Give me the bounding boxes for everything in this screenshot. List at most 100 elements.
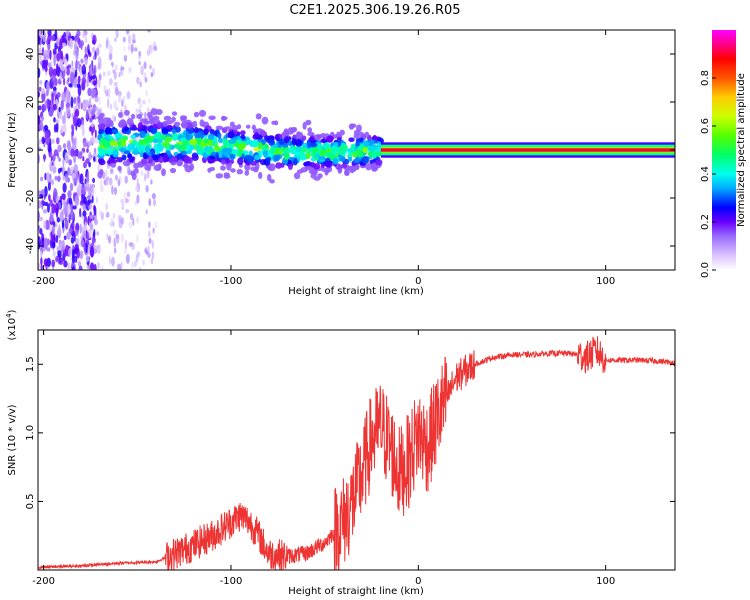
heatmap-band-cell xyxy=(207,139,214,147)
heatmap-band-cell xyxy=(307,127,313,133)
heatmap-noise-cell xyxy=(48,194,51,202)
heatmap-noise-cell xyxy=(38,86,42,92)
heatmap-sparse-cell xyxy=(123,46,126,52)
heatmap-sparse-cell xyxy=(97,78,101,89)
heatmap-band-cell xyxy=(275,162,283,169)
heatmap-noise-cell xyxy=(67,77,70,82)
heatmap-sparse-cell xyxy=(136,234,139,243)
heatmap-band-cell xyxy=(308,168,315,175)
heatmap-band-cell xyxy=(191,154,199,161)
heatmap-sparse-cell xyxy=(139,81,142,88)
heatmap-noise-cell xyxy=(73,41,78,52)
heatmap-band-cell xyxy=(121,154,127,161)
heatmap-sparse-cell xyxy=(114,37,117,42)
heatmap-band-cell xyxy=(313,176,321,181)
snr-multiplier-suffix: ) xyxy=(7,309,18,313)
heatmap-noise-cell xyxy=(45,133,50,146)
heatmap-band-cell xyxy=(124,109,130,116)
heatmap-noise-cell xyxy=(67,262,71,270)
heatmap-noise-cell xyxy=(55,235,59,243)
heatmap-noise-cell xyxy=(40,257,43,266)
heatmap-sparse-cell xyxy=(109,103,113,110)
heatmap-noise-cell xyxy=(63,235,67,241)
heatmap-band-cell xyxy=(161,128,169,135)
heatmap-noise-cell xyxy=(79,223,82,234)
heatmap-sparse-cell xyxy=(100,211,105,221)
spectrogram-y-tick-label: -40 xyxy=(25,238,36,254)
heatmap-band-cell xyxy=(274,134,280,141)
heatmap-band-cell xyxy=(147,111,153,119)
heatmap-noise-cell xyxy=(84,159,88,166)
heatmap-noise-cell xyxy=(83,140,87,148)
heatmap-sparse-cell xyxy=(127,44,131,52)
snr-x-tick-label: 100 xyxy=(596,576,615,587)
heatmap-band-cell xyxy=(133,162,140,169)
heatmap-sparse-cell xyxy=(123,95,126,101)
heatmap-band-cell xyxy=(371,164,378,172)
heatmap-sparse-cell xyxy=(114,64,118,71)
heatmap-noise-cell xyxy=(44,172,47,181)
heatmap-band-cell xyxy=(296,169,304,174)
heatmap-sparse-cell xyxy=(125,197,128,204)
heatmap-noise-cell xyxy=(39,216,43,222)
heatmap-sparse-cell xyxy=(133,47,138,52)
heatmap-noise-cell xyxy=(48,62,51,68)
heatmap-band-cell xyxy=(124,126,129,132)
heatmap-sparse-cell xyxy=(146,49,151,56)
heatmap-noise-cell xyxy=(43,237,49,250)
heatmap-band-cell xyxy=(357,153,364,158)
spectrogram-y-tick-label: 40 xyxy=(25,48,36,61)
heatmap-noise-cell xyxy=(51,225,55,236)
snr-y-tick-label: 1.0 xyxy=(25,425,36,441)
heatmap-noise-cell xyxy=(63,111,66,123)
heatmap-band-cell xyxy=(271,120,276,125)
heatmap-noise-cell xyxy=(43,49,48,56)
heatmap-band-cell xyxy=(255,134,262,139)
heatmap-noise-cell xyxy=(76,83,81,88)
heatmap-noise-cell xyxy=(83,196,87,205)
heatmap-band-cell xyxy=(136,113,143,120)
snr-y-tick-label: 0.5 xyxy=(25,493,36,509)
heatmap-sparse-cell xyxy=(144,173,147,182)
heatmap-band-cell xyxy=(188,144,195,151)
heatmap-noise-cell xyxy=(46,82,50,91)
heatmap-band-cell xyxy=(339,129,345,136)
heatmap-noise-cell xyxy=(44,124,49,132)
heatmap-band-cell xyxy=(221,116,228,121)
heatmap-noise-cell xyxy=(69,38,74,50)
heatmap-band-cell xyxy=(323,161,332,167)
heatmap-noise-cell xyxy=(77,75,81,85)
heatmap-sparse-cell xyxy=(110,218,114,228)
heatmap-band-cell xyxy=(352,152,359,158)
heatmap-band-cell xyxy=(236,169,243,175)
spectrogram-y-tick-label: 20 xyxy=(25,96,36,109)
heatmap-noise-cell xyxy=(70,148,75,157)
heatmap-sparse-cell xyxy=(94,106,99,111)
heatmap-noise-cell xyxy=(59,38,64,50)
colorbar-tick-label: 0.2 xyxy=(700,214,711,230)
heatmap-sparse-cell xyxy=(131,261,134,269)
heatmap-band-cell xyxy=(208,115,216,121)
heatmap-noise-cell xyxy=(89,97,92,109)
heatmap-sparse-cell xyxy=(144,77,148,83)
heatmap-noise-cell xyxy=(88,161,91,168)
heatmap-noise-cell xyxy=(57,144,62,153)
heatmap-noise-cell xyxy=(71,124,75,137)
heatmap-noise-cell xyxy=(62,157,65,167)
spectrogram-x-tick-label: 100 xyxy=(596,276,615,287)
heatmap-band-cell xyxy=(267,173,272,182)
heatmap-noise-cell xyxy=(78,265,83,270)
heatmap-band-cell xyxy=(320,164,325,169)
heatmap-sparse-cell xyxy=(142,100,146,105)
heatmap-band-cell xyxy=(129,156,134,163)
colorbar-label: Normalized spectral amplitude xyxy=(736,73,747,227)
heatmap-band-cell xyxy=(255,113,262,120)
heatmap-sparse-cell xyxy=(150,258,154,265)
heatmap-noise-cell xyxy=(60,125,64,134)
heatmap-band-cell xyxy=(305,119,312,126)
heatmap-noise-cell xyxy=(91,122,94,128)
heatmap-sparse-cell xyxy=(120,261,123,270)
heatmap-band-cell xyxy=(156,121,163,128)
heatmap-noise-cell xyxy=(71,254,76,264)
